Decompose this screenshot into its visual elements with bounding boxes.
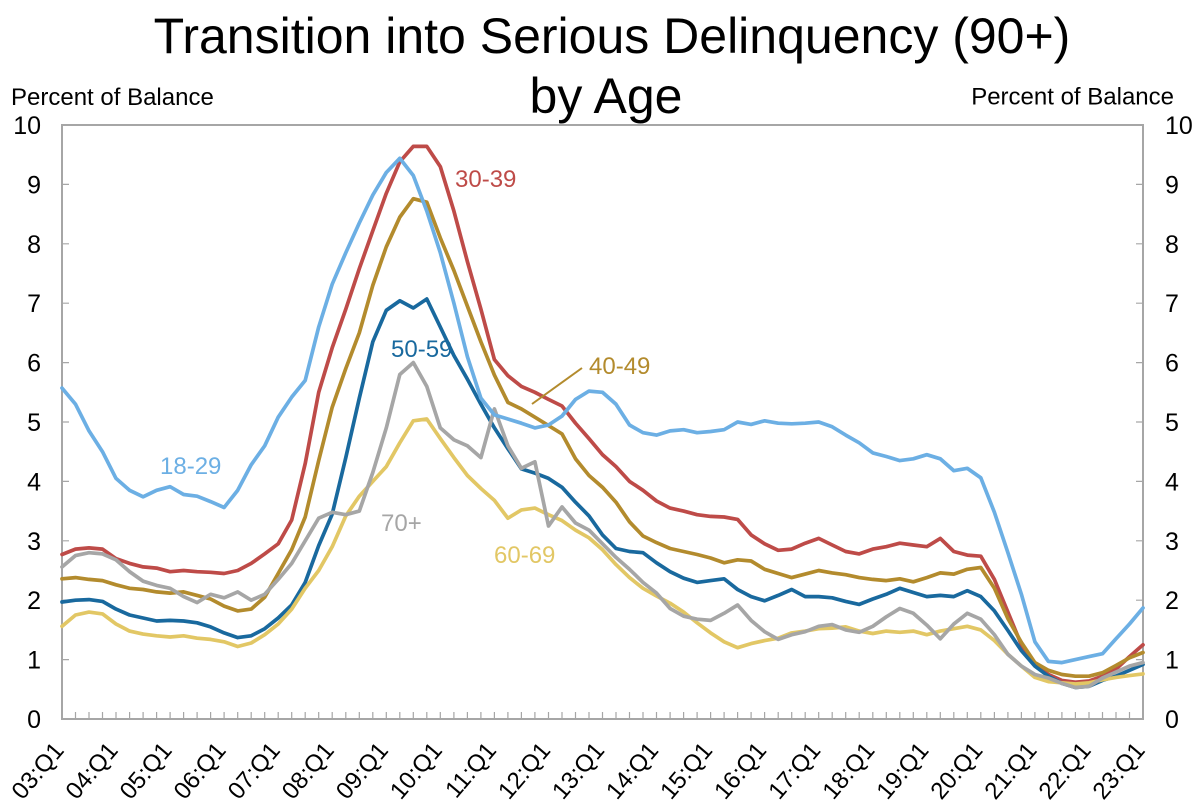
svg-text:2: 2 <box>1165 587 1179 615</box>
svg-text:5: 5 <box>27 409 41 437</box>
svg-text:Percent of Balance: Percent of Balance <box>11 84 214 111</box>
svg-text:6: 6 <box>27 350 41 378</box>
svg-text:70+: 70+ <box>381 510 422 537</box>
svg-text:5: 5 <box>1165 409 1179 437</box>
svg-text:40-49: 40-49 <box>589 353 650 380</box>
svg-text:9: 9 <box>1165 171 1179 199</box>
svg-text:60-69: 60-69 <box>494 542 555 569</box>
svg-text:4: 4 <box>1165 468 1179 496</box>
svg-text:10: 10 <box>1165 112 1193 140</box>
svg-text:0: 0 <box>27 706 41 734</box>
svg-text:8: 8 <box>27 231 41 259</box>
svg-text:10: 10 <box>13 112 41 140</box>
svg-text:0: 0 <box>1165 706 1179 734</box>
svg-text:9: 9 <box>27 171 41 199</box>
svg-text:18-29: 18-29 <box>160 453 221 480</box>
svg-text:4: 4 <box>27 468 41 496</box>
svg-text:1: 1 <box>27 647 41 675</box>
svg-text:2: 2 <box>27 587 41 615</box>
svg-text:30-39: 30-39 <box>455 166 516 193</box>
svg-text:50-59: 50-59 <box>391 336 452 363</box>
svg-text:1: 1 <box>1165 647 1179 675</box>
svg-text:7: 7 <box>27 290 41 318</box>
svg-text:Percent of Balance: Percent of Balance <box>971 84 1174 111</box>
svg-text:6: 6 <box>1165 350 1179 378</box>
svg-text:3: 3 <box>27 528 41 556</box>
svg-text:3: 3 <box>1165 528 1179 556</box>
svg-text:8: 8 <box>1165 231 1179 259</box>
svg-text:by Age: by Age <box>530 68 683 124</box>
svg-text:7: 7 <box>1165 290 1179 318</box>
svg-text:Transition into Serious Delinq: Transition into Serious Delinquency (90+… <box>154 8 1071 64</box>
